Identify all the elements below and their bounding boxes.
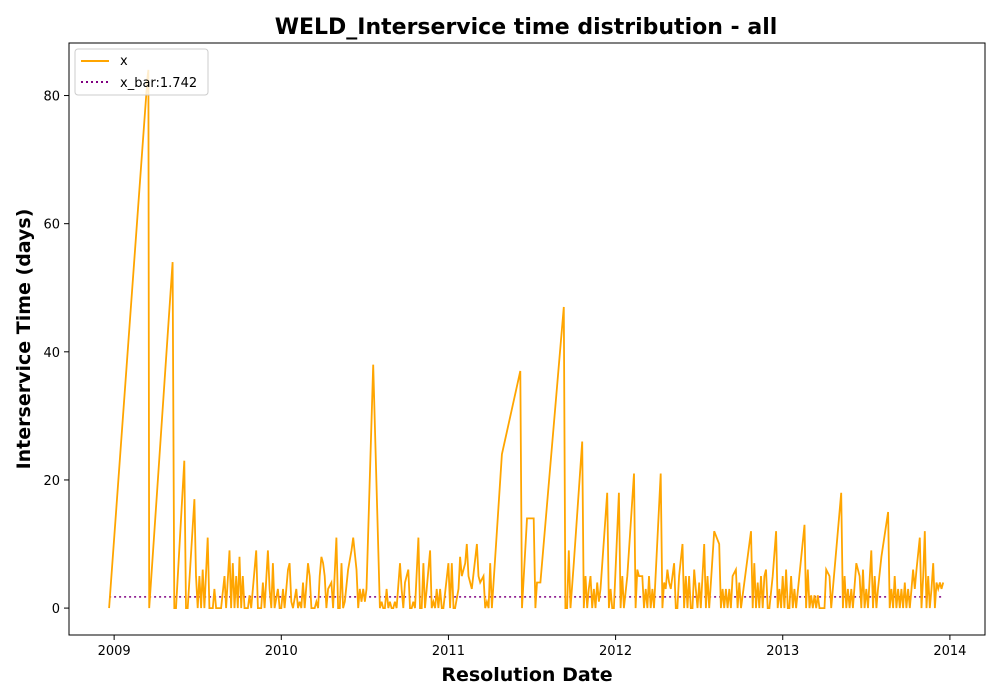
x-tick-label: 2011 (432, 644, 465, 659)
legend-label-x-bar: x_bar:1.742 (120, 76, 197, 91)
y-tick-label: 60 (43, 218, 60, 233)
x-tick-label: 2013 (766, 644, 799, 659)
y-axis-ticks: 0 20 40 60 80 (43, 90, 69, 617)
x-tick-label: 2010 (265, 644, 298, 659)
chart-title: WELD_Interservice time distribution - al… (275, 15, 778, 40)
x-tick-label: 2009 (98, 644, 131, 659)
x-axis-ticks: 2009 2010 2011 2012 2013 2014 (98, 635, 966, 659)
y-tick-label: 20 (43, 474, 60, 489)
y-axis-label: Interservice Time (days) (13, 209, 35, 470)
x-tick-label: 2012 (599, 644, 632, 659)
y-tick-label: 40 (43, 346, 60, 361)
legend-label-x: x (120, 54, 128, 69)
plot-area (68, 42, 986, 636)
series-layer (108, 69, 945, 609)
x-tick-label: 2014 (933, 644, 966, 659)
legend: x x_bar:1.742 (74, 48, 209, 96)
x-axis-label: Resolution Date (441, 664, 612, 686)
y-tick-label: 0 (52, 602, 60, 617)
plot-frame (68, 42, 986, 636)
series-line-x (108, 69, 945, 609)
y-tick-label: 80 (43, 90, 60, 105)
